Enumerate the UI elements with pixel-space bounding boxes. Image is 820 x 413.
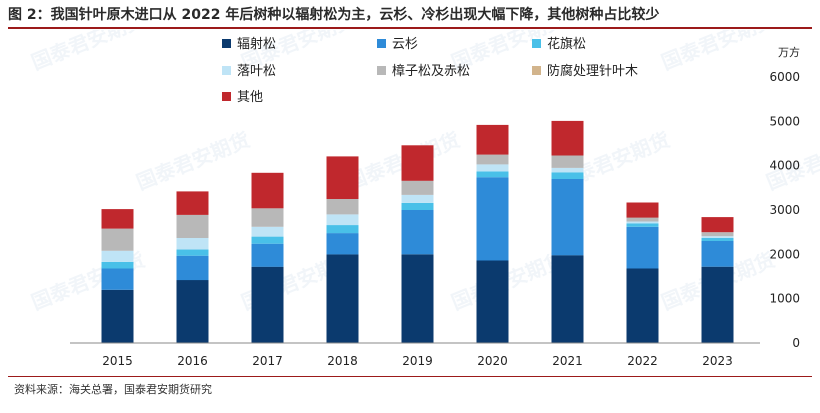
bar-segment-2017-其他 <box>251 172 284 209</box>
bar-segment-2017-落叶松 <box>251 226 284 237</box>
legend-swatch <box>222 66 231 75</box>
x-tick-label: 2023 <box>702 354 733 368</box>
legend-label: 樟子松及赤松 <box>392 64 470 79</box>
source-note: 资料来源：海关总署，国泰君安期货研究 <box>14 383 212 396</box>
x-tick-label: 2015 <box>102 354 133 368</box>
bar-segment-2020-云杉 <box>476 177 509 261</box>
bar-segment-2021-落叶松 <box>551 167 584 173</box>
source-rule <box>8 376 812 377</box>
y-tick-label: 5000 <box>769 114 800 128</box>
bar-segment-2016-辐射松 <box>176 280 209 343</box>
bar-segment-2021-樟子松及赤松 <box>551 155 584 168</box>
bar-segment-2022-辐射松 <box>626 268 659 343</box>
bar-segment-2018-落叶松 <box>326 214 359 225</box>
bar-segment-2015-云杉 <box>101 268 134 290</box>
x-tick-label: 2021 <box>552 354 583 368</box>
bar-segment-2022-其他 <box>626 202 659 218</box>
bar-segment-2018-花旗松 <box>326 225 359 234</box>
bar-segment-2018-云杉 <box>326 233 359 255</box>
bar-segment-2020-其他 <box>476 124 509 155</box>
bar-segment-2023-樟子松及赤松 <box>701 232 734 237</box>
legend-swatch <box>222 39 231 48</box>
y-tick-label: 6000 <box>769 70 800 84</box>
bar-segment-2019-落叶松 <box>401 194 434 203</box>
legend-label: 其他 <box>237 90 263 105</box>
bar-segment-2016-其他 <box>176 191 209 215</box>
bar-segment-2019-其他 <box>401 145 434 181</box>
bar-segment-2021-辐射松 <box>551 255 584 343</box>
watermark-text: 国泰君安期货 <box>28 30 148 75</box>
legend-label: 云杉 <box>392 37 418 52</box>
legend-swatch <box>532 66 541 75</box>
x-tick-label: 2022 <box>627 354 658 368</box>
legend-swatch <box>377 39 386 48</box>
bar-segment-2020-花旗松 <box>476 171 509 178</box>
legend-label: 花旗松 <box>547 36 586 52</box>
bar-segment-2016-樟子松及赤松 <box>176 214 209 238</box>
bar-segment-2017-花旗松 <box>251 236 284 244</box>
legend-swatch <box>222 92 231 101</box>
y-tick-label: 1000 <box>769 292 800 306</box>
y-tick-label: 0 <box>792 336 800 350</box>
bar-segment-2015-花旗松 <box>101 261 134 269</box>
bar-segment-2023-云杉 <box>701 241 734 267</box>
bar-segment-2016-云杉 <box>176 255 209 281</box>
bar-segment-2016-花旗松 <box>176 249 209 256</box>
legend-swatch <box>532 39 541 48</box>
bar-segment-2017-樟子松及赤松 <box>251 208 284 227</box>
bar-segment-2021-花旗松 <box>551 172 584 179</box>
bar-segment-2018-樟子松及赤松 <box>326 198 359 215</box>
bar-segment-2015-落叶松 <box>101 250 134 262</box>
bar-segment-2023-花旗松 <box>701 237 734 241</box>
x-tick-label: 2018 <box>327 354 358 368</box>
bar-segment-2016-落叶松 <box>176 237 209 250</box>
legend-label: 辐射松 <box>237 36 276 52</box>
bar-segment-2023-其他 <box>701 217 734 233</box>
x-tick-label: 2017 <box>252 354 283 368</box>
legend-label: 落叶松 <box>237 64 276 79</box>
bar-segment-2020-辐射松 <box>476 260 509 343</box>
chart-title: 图 2：我国针叶原木进口从 2022 年后树种以辐射松为主，云杉、冷杉出现大幅下… <box>8 7 660 23</box>
bars: 2015 2016 2017 2018 2019 2020 2021 2022 2023 <box>101 120 734 368</box>
x-tick-label: 2020 <box>477 354 508 368</box>
axes: 0 1000 2000 3000 4000 5000 6000 万方 <box>70 45 800 350</box>
bar-segment-2015-其他 <box>101 209 134 229</box>
title-rule <box>8 27 812 29</box>
y-axis-unit: 万方 <box>778 45 800 59</box>
x-tick-label: 2016 <box>177 354 208 368</box>
watermark-text: 国泰君安期货 <box>658 30 778 75</box>
bar-segment-2015-樟子松及赤松 <box>101 228 134 251</box>
y-tick-label: 2000 <box>769 247 800 261</box>
bar-segment-2021-云杉 <box>551 179 584 256</box>
bar-segment-2019-樟子松及赤松 <box>401 180 434 195</box>
watermark-text: 国泰君安期货 <box>133 127 253 194</box>
bar-segment-2018-辐射松 <box>326 254 359 343</box>
bar-segment-2019-辐射松 <box>401 254 434 343</box>
y-tick-label: 3000 <box>769 203 800 217</box>
bar-segment-2022-樟子松及赤松 <box>626 217 659 222</box>
legend-swatch <box>377 66 386 75</box>
bar-segment-2019-花旗松 <box>401 202 434 210</box>
bar-segment-2017-辐射松 <box>251 266 284 343</box>
bar-segment-2023-辐射松 <box>701 266 734 343</box>
bar-segment-2018-其他 <box>326 156 359 199</box>
y-tick-label: 4000 <box>769 159 800 173</box>
bar-segment-2015-辐射松 <box>101 289 134 343</box>
bar-segment-2022-云杉 <box>626 226 659 269</box>
legend-label: 防腐处理针叶木 <box>547 63 638 79</box>
bar-segment-2020-落叶松 <box>476 164 509 172</box>
bar-segment-2022-落叶松 <box>626 221 659 224</box>
x-tick-label: 2019 <box>402 354 433 368</box>
bar-segment-2020-樟子松及赤松 <box>476 154 509 165</box>
bar-segment-2017-云杉 <box>251 243 284 267</box>
bar-segment-2021-其他 <box>551 120 584 156</box>
bar-segment-2019-云杉 <box>401 210 434 255</box>
bar-segment-2023-落叶松 <box>701 236 734 238</box>
bar-segment-2022-花旗松 <box>626 223 659 227</box>
